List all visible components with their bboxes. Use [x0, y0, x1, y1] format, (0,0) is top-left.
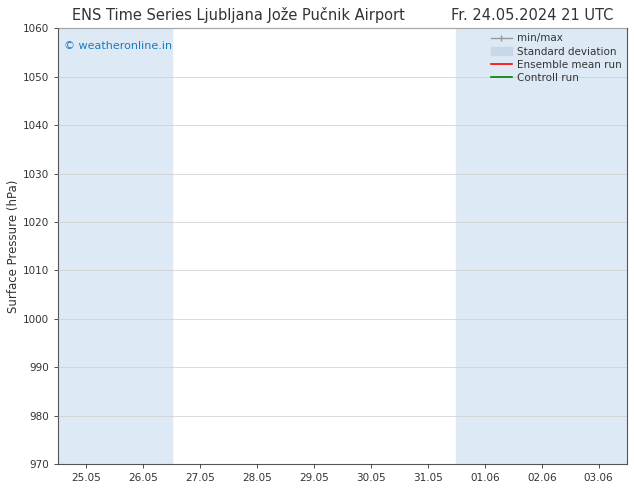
- Title: ENS Time Series Ljubljana Jože Pučnik Airport          Fr. 24.05.2024 21 UTC: ENS Time Series Ljubljana Jože Pučnik Ai…: [72, 7, 613, 23]
- Text: © weatheronline.in: © weatheronline.in: [63, 41, 172, 51]
- Bar: [58, 28, 172, 464]
- Legend: min/max, Standard deviation, Ensemble mean run, Controll run: min/max, Standard deviation, Ensemble me…: [491, 33, 622, 83]
- Bar: [570, 28, 627, 464]
- Bar: [456, 28, 570, 464]
- Y-axis label: Surface Pressure (hPa): Surface Pressure (hPa): [7, 179, 20, 313]
